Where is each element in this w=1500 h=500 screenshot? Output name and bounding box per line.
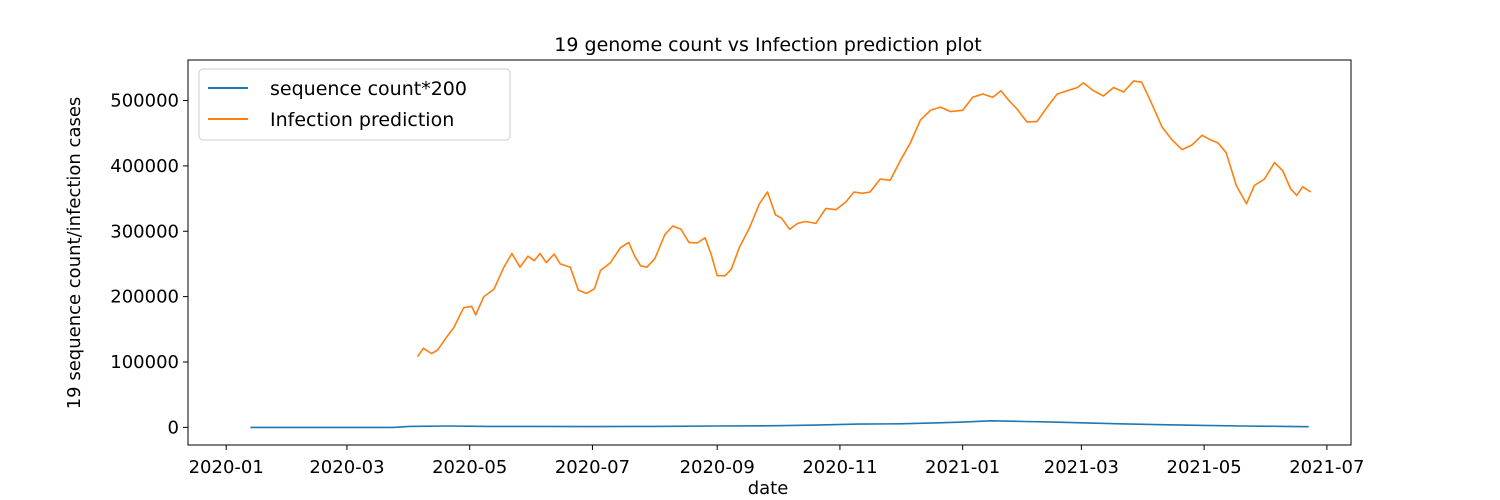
x-tick-label: 2020-11 — [802, 457, 877, 478]
x-tick-label: 2021-05 — [1167, 457, 1242, 478]
y-tick-label: 300000 — [110, 221, 179, 242]
x-tick-label: 2020-09 — [680, 457, 755, 478]
x-tick-label: 2021-03 — [1044, 457, 1119, 478]
y-tick-label: 0 — [168, 417, 179, 438]
y-tick-label: 400000 — [110, 156, 179, 177]
chart-title: 19 genome count vs Infection prediction … — [554, 34, 981, 56]
x-axis-title: date — [748, 478, 789, 499]
x-axis: 2020-01 2020-03 2020-05 2020-07 2020-09 2020-… — [189, 445, 1364, 478]
legend-label-1: Infection prediction — [270, 109, 454, 131]
y-axis: 0 100000 200000 300000 400000 500000 — [110, 91, 188, 438]
series-line-1 — [416, 80, 1312, 358]
y-axis-title: 19 sequence count/infection cases — [64, 97, 85, 410]
x-tick-label: 2020-03 — [309, 457, 384, 478]
legend-box — [198, 68, 511, 141]
legend-label-0: sequence count*200 — [270, 78, 467, 100]
x-tick-label: 2020-05 — [432, 457, 507, 478]
y-tick-label: 200000 — [110, 287, 179, 308]
plot-frame — [187, 59, 1352, 446]
y-tick-label: 500000 — [110, 91, 179, 112]
x-tick-label: 2021-07 — [1289, 457, 1364, 478]
legend: sequence count*200 Infection prediction — [198, 68, 511, 141]
series-line-0 — [250, 419, 1309, 429]
x-tick-label: 2020-07 — [555, 457, 630, 478]
y-tick-label: 100000 — [110, 352, 179, 373]
x-tick-label: 2020-01 — [189, 457, 264, 478]
series-layer — [250, 80, 1312, 429]
x-tick-label: 2021-01 — [925, 457, 1000, 478]
